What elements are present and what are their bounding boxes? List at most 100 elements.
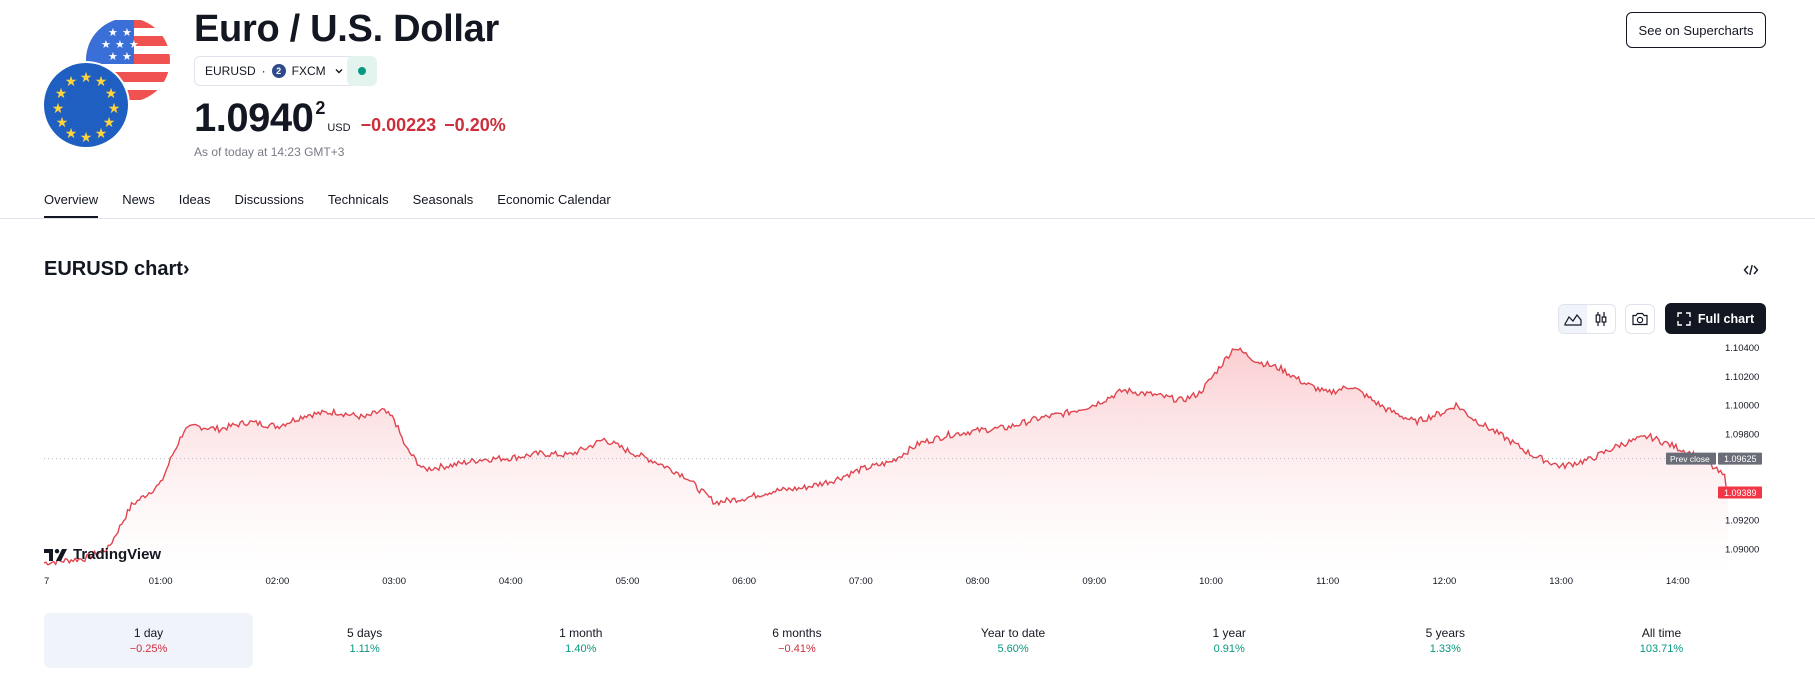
y-tick-label: 1.09800 (1725, 429, 1759, 440)
full-chart-label: Full chart (1697, 311, 1755, 326)
y-tick-label: 1.10400 (1725, 343, 1759, 354)
x-tick-label: 09:00 (1082, 576, 1106, 587)
svg-text:★: ★ (122, 26, 132, 39)
x-tick-label: 13:00 (1549, 576, 1573, 587)
x-tick-label: 11:00 (1316, 576, 1339, 587)
tradingview-logo-icon (44, 548, 67, 561)
chart-style-toggle (1558, 304, 1616, 334)
period-all-time[interactable]: All time 103.71% (1557, 613, 1766, 668)
tab-ideas[interactable]: Ideas (178, 192, 211, 207)
price-pip-digit: 2 (315, 98, 326, 118)
chart-title-text: EURUSD chart (44, 258, 183, 280)
camera-icon (1632, 312, 1648, 326)
svg-text:★: ★ (103, 115, 116, 131)
prev-close-label-bg (1666, 452, 1716, 465)
full-chart-button[interactable]: Full chart (1665, 303, 1766, 334)
period-1-year[interactable]: 1 year 0.91% (1125, 613, 1334, 668)
symbol-selector[interactable]: EURUSD · 2 FXCM (194, 56, 357, 86)
last-price-label-bg (1718, 486, 1762, 499)
market-status-badge[interactable] (347, 56, 377, 86)
x-tick-label: 06:00 (732, 576, 756, 587)
svg-text:★: ★ (65, 74, 78, 90)
page-title: Euro / U.S. Dollar (194, 8, 499, 50)
tab-discussions[interactable]: Discussions (234, 192, 304, 207)
area-chart-button[interactable] (1559, 305, 1587, 333)
period-change: 1.33% (1429, 643, 1461, 655)
y-tick-label: 1.09200 (1725, 516, 1759, 527)
symbol-label: EURUSD (205, 64, 256, 78)
x-tick-label: 10:00 (1199, 576, 1223, 587)
period-label: 6 months (772, 626, 822, 640)
tab-technicals[interactable]: Technicals (327, 192, 389, 207)
period-1-month[interactable]: 1 month 1.40% (476, 613, 685, 668)
prev-close-value-bg (1718, 452, 1762, 465)
tab-overview[interactable]: Overview (44, 192, 99, 218)
svg-text:★: ★ (95, 126, 108, 142)
period-label: Year to date (980, 626, 1046, 640)
period-change: 1.40% (565, 643, 597, 655)
price-display: 1.0940 2 USD −0.00223 −0.20% (194, 96, 506, 140)
period-change: 5.60% (997, 643, 1029, 655)
chevron-right-icon: › (182, 258, 190, 280)
x-tick-label: 12:00 (1433, 576, 1457, 587)
svg-text:★: ★ (129, 38, 139, 51)
price-timestamp: As of today at 14:23 GMT+3 (194, 145, 345, 159)
svg-text:★: ★ (80, 130, 93, 146)
tradingview-brand: TradingView (73, 546, 162, 563)
price-chart[interactable]: 1.10400 1.10200 1.10000 1.09800 1.09200 1.090… (0, 340, 1815, 595)
x-tick-label: 02:00 (266, 576, 290, 587)
market-open-icon (358, 67, 366, 75)
candlestick-icon (1595, 312, 1607, 326)
period-change: −0.41% (778, 643, 816, 655)
svg-text:★: ★ (80, 70, 93, 86)
price-line (43, 347, 1729, 566)
period-change: 1.11% (349, 643, 380, 655)
tab-economic-calendar[interactable]: Economic Calendar (497, 192, 611, 207)
x-tick-label: 05:00 (616, 576, 640, 587)
price-area-fill (44, 348, 1728, 575)
period-label: 1 month (559, 626, 603, 640)
tradingview-logo[interactable]: TradingView (44, 546, 161, 563)
svg-text:★: ★ (108, 26, 118, 39)
svg-text:★: ★ (95, 74, 108, 90)
exchange-label: FXCM (291, 64, 326, 78)
period-year-to-date[interactable]: Year to date 5.60% (909, 613, 1118, 668)
y-tick-label: 1.10000 (1725, 401, 1759, 412)
svg-text:★: ★ (108, 50, 118, 63)
period-1-day[interactable]: 1 day −0.25% (44, 613, 253, 668)
tab-news[interactable]: News (122, 192, 155, 207)
period-change: 103.71% (1639, 643, 1684, 655)
svg-text:★: ★ (56, 115, 69, 131)
period-5-days[interactable]: 5 days 1.11% (260, 613, 469, 668)
performance-periods: 1 day −0.25% 5 days 1.11% 1 month 1.40% 6 mont… (44, 613, 1766, 669)
embed-code-button[interactable] (1738, 258, 1764, 282)
x-tick-label: 03:00 (382, 576, 406, 587)
period-label: 5 years (1425, 626, 1466, 640)
svg-text:★: ★ (105, 86, 118, 102)
see-on-supercharts-button[interactable]: See on Supercharts (1626, 12, 1766, 48)
chevron-down-icon (335, 69, 343, 74)
prev-close-label: Prev close (1670, 454, 1710, 464)
exchange-logo-icon: 2 (271, 64, 286, 78)
y-tick-label: 1.09000 (1725, 544, 1759, 555)
fullscreen-icon (1677, 311, 1691, 326)
x-tick-label: 07:00 (849, 576, 873, 587)
prev-close-value: 1.09625 (1724, 454, 1757, 464)
period-label: 5 days (346, 626, 383, 640)
candles-chart-button[interactable] (1587, 305, 1615, 333)
tab-seasonals[interactable]: Seasonals (412, 192, 474, 207)
area-chart-icon (1564, 313, 1582, 326)
svg-text:★: ★ (52, 101, 65, 117)
y-tick-label: 1.10200 (1725, 372, 1759, 383)
x-tick-label: 08:00 (966, 576, 990, 587)
period-5-years[interactable]: 5 years 1.33% (1341, 613, 1550, 668)
period-6-months[interactable]: 6 months −0.41% (692, 613, 901, 668)
period-change: −0.25% (129, 643, 168, 655)
chart-title-link[interactable]: EURUSD chart› (44, 258, 190, 281)
svg-text:★: ★ (108, 101, 121, 117)
period-label: 1 year (1212, 626, 1246, 640)
x-tick-label: 04:00 (499, 576, 523, 587)
svg-text:★: ★ (122, 50, 132, 63)
symbol-tabs: Overview News Ideas Discussions Technicals Se… (44, 192, 1815, 218)
snapshot-button[interactable] (1625, 304, 1655, 334)
